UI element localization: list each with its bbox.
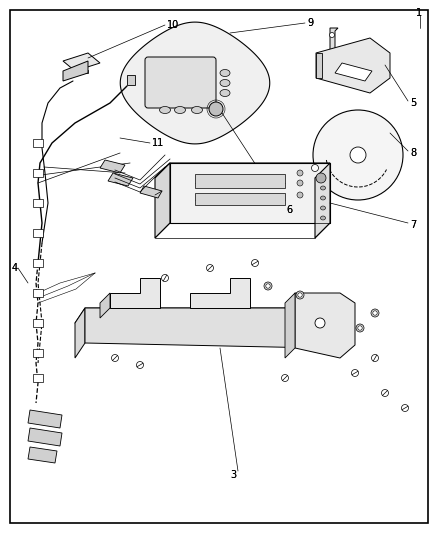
Ellipse shape — [321, 216, 325, 220]
Text: 7: 7 — [410, 220, 416, 230]
Polygon shape — [100, 293, 110, 318]
Bar — [127, 75, 135, 85]
Circle shape — [137, 361, 144, 368]
Circle shape — [329, 33, 335, 37]
Bar — [33, 349, 43, 357]
Circle shape — [313, 110, 403, 200]
Circle shape — [356, 324, 364, 332]
Ellipse shape — [321, 196, 325, 200]
Polygon shape — [28, 447, 57, 463]
Polygon shape — [28, 410, 62, 428]
Ellipse shape — [191, 107, 202, 114]
Circle shape — [297, 170, 303, 176]
Circle shape — [297, 192, 303, 198]
Polygon shape — [170, 163, 330, 223]
Polygon shape — [295, 293, 355, 358]
Circle shape — [297, 180, 303, 186]
Polygon shape — [63, 61, 88, 81]
Polygon shape — [75, 308, 340, 338]
Bar — [33, 169, 43, 177]
Circle shape — [402, 405, 409, 411]
Ellipse shape — [321, 206, 325, 210]
Ellipse shape — [220, 90, 230, 96]
Circle shape — [373, 311, 377, 315]
Circle shape — [352, 369, 358, 376]
Circle shape — [206, 264, 213, 271]
Text: 8: 8 — [410, 148, 416, 158]
Polygon shape — [110, 278, 160, 308]
Circle shape — [266, 284, 270, 288]
Polygon shape — [316, 53, 322, 78]
Polygon shape — [285, 293, 295, 358]
Polygon shape — [75, 308, 85, 358]
Polygon shape — [108, 173, 133, 186]
Circle shape — [282, 375, 289, 382]
Text: 7: 7 — [410, 220, 416, 230]
Text: 10: 10 — [167, 20, 179, 30]
Circle shape — [311, 165, 318, 172]
Circle shape — [296, 291, 304, 299]
Circle shape — [298, 293, 302, 297]
Circle shape — [350, 147, 366, 163]
Circle shape — [112, 354, 119, 361]
Circle shape — [315, 318, 325, 328]
Text: 5: 5 — [410, 98, 416, 108]
Circle shape — [371, 309, 379, 317]
Bar — [195, 174, 285, 188]
Circle shape — [251, 260, 258, 266]
Polygon shape — [28, 428, 62, 446]
Bar — [74, 70, 88, 73]
Text: 1: 1 — [416, 8, 422, 18]
Bar — [33, 139, 43, 147]
Text: 9: 9 — [307, 18, 313, 28]
Polygon shape — [155, 163, 170, 238]
Polygon shape — [316, 38, 390, 93]
Text: 3: 3 — [230, 470, 236, 480]
Bar — [33, 199, 43, 207]
Circle shape — [264, 282, 272, 290]
Polygon shape — [63, 53, 100, 71]
Text: 4: 4 — [12, 263, 18, 273]
Bar — [33, 229, 43, 237]
Circle shape — [381, 390, 389, 397]
Text: 4: 4 — [12, 263, 18, 273]
Circle shape — [371, 354, 378, 361]
Circle shape — [209, 102, 223, 116]
Text: 3: 3 — [230, 470, 236, 480]
Polygon shape — [100, 160, 125, 173]
Text: 6: 6 — [286, 205, 292, 215]
Bar — [33, 319, 43, 327]
Polygon shape — [140, 186, 162, 198]
Text: 5: 5 — [410, 98, 416, 108]
Ellipse shape — [159, 107, 170, 114]
Bar — [195, 193, 285, 205]
Text: 8: 8 — [410, 148, 416, 158]
Circle shape — [162, 274, 169, 281]
Polygon shape — [155, 163, 330, 178]
Text: 6: 6 — [286, 205, 292, 215]
Ellipse shape — [174, 107, 186, 114]
Ellipse shape — [220, 69, 230, 77]
Polygon shape — [85, 308, 340, 348]
Polygon shape — [335, 63, 372, 81]
Ellipse shape — [321, 186, 325, 190]
FancyBboxPatch shape — [145, 57, 216, 108]
Circle shape — [316, 173, 326, 183]
Bar — [33, 289, 43, 297]
Bar — [33, 259, 43, 267]
Text: 10: 10 — [167, 20, 179, 30]
Text: 1: 1 — [416, 8, 422, 18]
Circle shape — [358, 326, 362, 330]
Polygon shape — [330, 28, 338, 58]
Polygon shape — [315, 163, 330, 238]
Polygon shape — [120, 22, 270, 144]
Bar — [33, 374, 43, 382]
Text: 11: 11 — [152, 138, 164, 148]
Polygon shape — [190, 278, 250, 308]
Text: 11: 11 — [152, 138, 164, 148]
Text: 9: 9 — [307, 18, 313, 28]
Ellipse shape — [220, 79, 230, 86]
